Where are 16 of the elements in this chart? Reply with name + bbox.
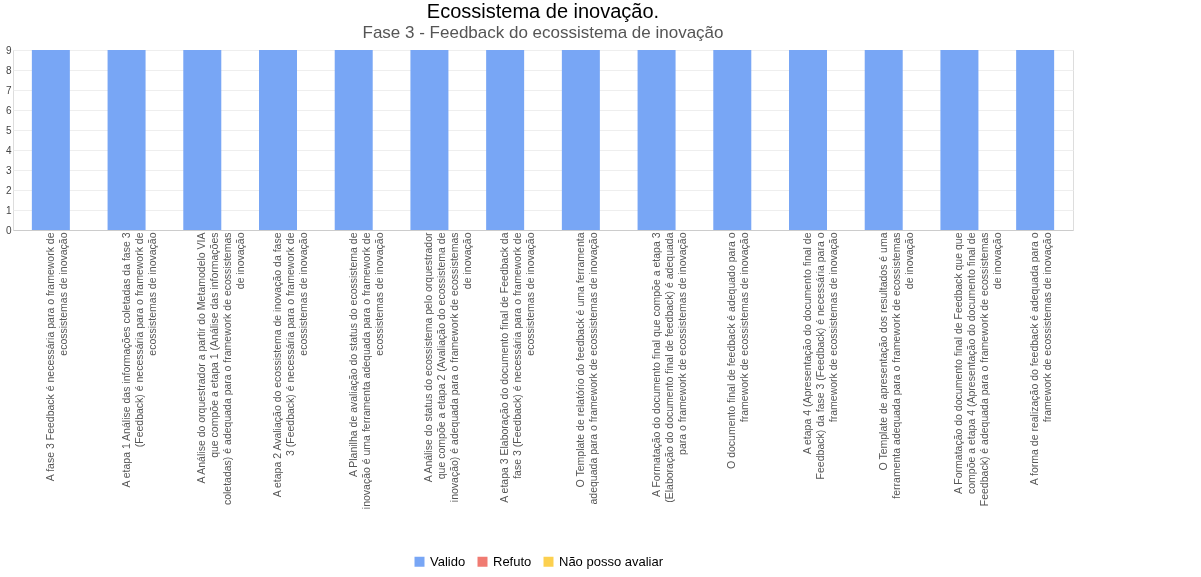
y-tick-label: 9 <box>5 44 12 56</box>
y-tick-label: 1 <box>5 204 12 216</box>
legend-label: Não posso avaliar <box>559 553 664 569</box>
y-tick-label: 8 <box>5 64 12 76</box>
y-tick-label: 0 <box>5 224 12 236</box>
y-tick-label: 4 <box>5 144 12 156</box>
x-tick-label: A fase 3 Feedback é necessária para o framework de ecossistemas de inovação <box>43 232 69 482</box>
legend-label: Refuto <box>493 553 532 569</box>
y-tick-label: 2 <box>5 184 12 196</box>
y-tick-label: 6 <box>5 104 12 116</box>
chart-title: Fase 3 - Feedback do ecossistema de inovação <box>362 23 724 42</box>
text: Ecossistema de inovação. <box>426 0 660 22</box>
y-tick-label: 7 <box>5 84 12 96</box>
y-tick-label: 5 <box>5 124 12 136</box>
legend-label: Valido <box>430 553 466 569</box>
y-tick-label: 3 <box>5 164 12 176</box>
